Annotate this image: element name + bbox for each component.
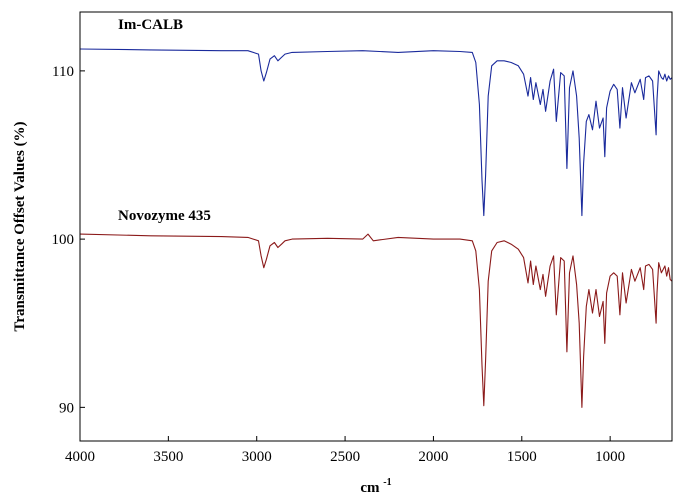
x-axis-label: cm -1	[360, 477, 391, 496]
y-axis-label: Transmittance Offset Values (%)	[12, 121, 28, 331]
x-axis-label-superscript: -1	[383, 477, 391, 488]
x-tick-label: 3500	[153, 449, 183, 465]
plot-content: Im-CALB Novozyme 435	[79, 17, 673, 408]
x-tick-label: 2500	[330, 449, 360, 465]
series-label-1: Novozyme 435	[118, 208, 211, 224]
y-tick-label: 90	[59, 400, 74, 416]
y-tick-label: 100	[52, 232, 75, 248]
series-line-1	[79, 233, 673, 408]
x-tick-label: 3000	[242, 449, 272, 465]
series-line-0	[79, 48, 673, 217]
x-axis-label-main: cm	[360, 480, 380, 496]
x-axis-ticks: 4000350030002500200015001000500	[65, 436, 625, 465]
x-tick-label: 4000	[65, 449, 95, 465]
y-tick-label: 110	[52, 64, 74, 80]
x-tick-label: 1000	[595, 449, 625, 465]
y-axis-ticks: 90 100 110	[52, 64, 85, 416]
x-tick-label: 2000	[418, 449, 448, 465]
plot-frame	[79, 11, 673, 442]
x-tick-label: 1500	[507, 449, 537, 465]
series-label-0: Im-CALB	[118, 17, 183, 33]
